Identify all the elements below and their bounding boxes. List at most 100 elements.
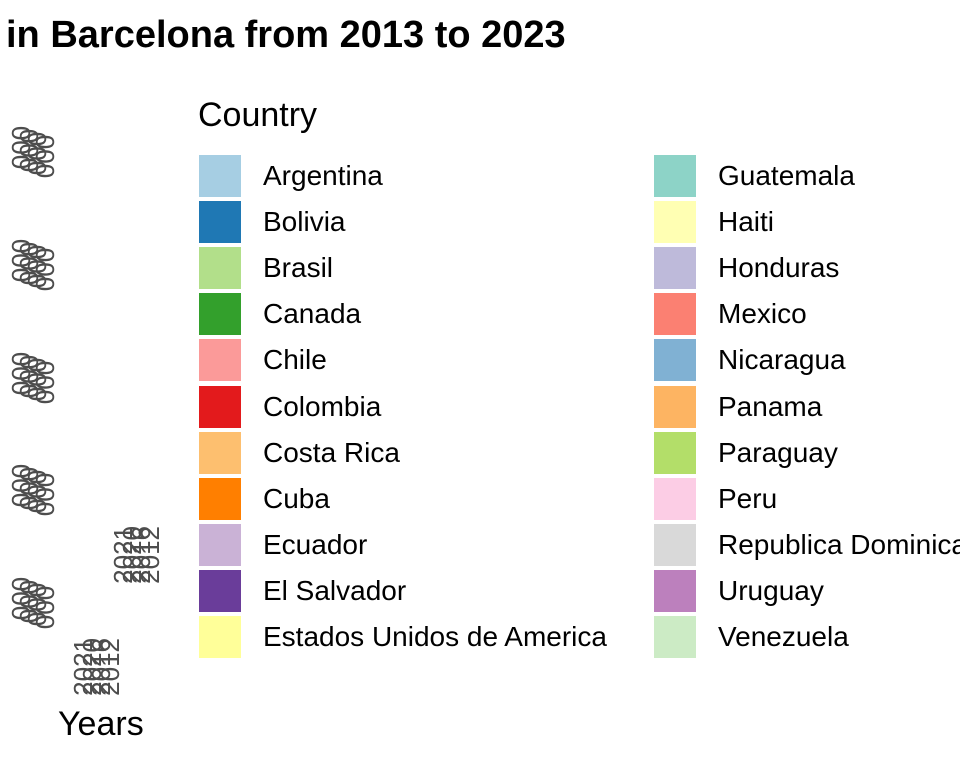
legend-item: Brasil <box>199 245 607 291</box>
legend-title: Country <box>198 96 318 134</box>
legend-item: Republica Dominicana <box>654 522 960 568</box>
legend-swatch <box>199 201 241 244</box>
legend-swatch <box>199 339 241 382</box>
x-tick-label-lower: 2020 <box>77 638 107 696</box>
y-tick-label: 000 <box>14 242 44 285</box>
y-tick-label: 000 <box>30 586 60 629</box>
legend-item: Venezuela <box>654 614 960 660</box>
legend-item: Ecuador <box>199 522 607 568</box>
legend-item: Chile <box>199 337 607 383</box>
x-tick-label-lower: 2012 <box>95 638 125 696</box>
legend-label: Republica Dominicana <box>718 528 960 560</box>
legend-swatch <box>654 615 696 658</box>
legend-swatch <box>199 155 241 198</box>
x-tick-label-upper: 2021 <box>108 526 138 584</box>
legend-label: Ecuador <box>263 528 368 560</box>
legend-item: Peru <box>654 476 960 522</box>
legend-label: Canada <box>263 298 362 330</box>
y-tick-label: 000 <box>14 580 44 623</box>
legend-label: Peru <box>718 482 778 514</box>
legend-label: Cuba <box>263 482 330 514</box>
y-tick-label: 000 <box>22 583 52 626</box>
legend-label: Panama <box>718 390 823 422</box>
x-tick-label-lower: 2021 <box>68 638 98 696</box>
x-tick-label-lower: 2016 <box>86 638 116 696</box>
legend-label: Costa Rica <box>263 436 400 468</box>
legend-label: Bolivia <box>263 206 346 238</box>
y-tick-label: 000 <box>6 577 36 620</box>
legend-item: Panama <box>654 383 960 429</box>
y-tick-label: 000 <box>22 358 52 401</box>
y-tick-label: 000 <box>22 132 52 175</box>
legend-label: Uruguay <box>718 574 824 606</box>
legend-item: El Salvador <box>199 568 607 614</box>
legend-swatch <box>654 293 696 336</box>
y-tick-label: 000 <box>22 245 52 288</box>
legend-item: Argentina <box>199 153 607 199</box>
y-tick-label: 000 <box>14 467 44 510</box>
legend-item: Honduras <box>654 245 960 291</box>
legend-item: Bolivia <box>199 199 607 245</box>
legend-label: Honduras <box>718 252 840 284</box>
legend-swatch <box>199 431 241 474</box>
legend-item: Costa Rica <box>199 430 607 476</box>
y-tick-label: 000 <box>6 464 36 507</box>
y-tick-label: 000 <box>30 135 60 178</box>
legend-item: Estados Unidos de America <box>199 614 607 660</box>
legend-swatch <box>199 385 241 428</box>
legend-item: Canada <box>199 291 607 337</box>
legend-swatch <box>199 569 241 612</box>
legend-swatch <box>199 477 241 520</box>
legend-label: Chile <box>263 344 327 376</box>
legend-label: Mexico <box>718 298 807 330</box>
legend-item: Nicaragua <box>654 337 960 383</box>
y-tick-label: 000 <box>30 248 60 291</box>
legend-label: El Salvador <box>263 574 407 606</box>
x-tick-label-upper: 2020 <box>117 526 147 584</box>
y-tick-label: 000 <box>6 352 36 395</box>
legend-label: Haiti <box>718 206 775 238</box>
legend-label: Brasil <box>263 252 334 284</box>
legend-swatch <box>654 477 696 520</box>
y-tick-label: 000 <box>30 473 60 516</box>
y-tick-label: 000 <box>30 361 60 404</box>
legend-label: Argentina <box>263 160 383 192</box>
chart-title: in Barcelona from 2013 to 2023 <box>6 14 566 56</box>
legend-item: Colombia <box>199 383 607 429</box>
x-tick-label-upper: 2012 <box>135 526 165 584</box>
legend-swatch <box>654 155 696 198</box>
legend-swatch <box>654 523 696 566</box>
legend-swatch <box>654 385 696 428</box>
y-tick-label: 000 <box>6 126 36 169</box>
y-tick-label: 000 <box>22 470 52 513</box>
legend-swatch <box>199 615 241 658</box>
legend-swatch <box>654 201 696 244</box>
legend-column-left: Argentina Bolivia Brasil Canada Chile Colombi… <box>199 153 607 660</box>
legend-swatch <box>654 339 696 382</box>
legend-item: Paraguay <box>654 430 960 476</box>
y-tick-label: 000 <box>14 129 44 172</box>
legend-label: Estados Unidos de America <box>263 620 607 652</box>
legend-item: Uruguay <box>654 568 960 614</box>
legend-label: Paraguay <box>718 436 838 468</box>
legend-column-right: Guatemala Haiti Honduras Mexico Nicaragua Pan… <box>654 153 960 660</box>
y-tick-label: 000 <box>14 355 44 398</box>
x-axis-label: Years <box>58 705 144 743</box>
legend-item: Cuba <box>199 476 607 522</box>
x-tick-label-upper: 2016 <box>126 526 156 584</box>
legend-item: Haiti <box>654 199 960 245</box>
legend-swatch <box>199 247 241 290</box>
legend-swatch <box>654 247 696 290</box>
legend-label: Venezuela <box>718 620 849 652</box>
legend-swatch <box>199 523 241 566</box>
legend-swatch <box>199 293 241 336</box>
legend-label: Guatemala <box>718 160 855 192</box>
legend-swatch <box>654 569 696 612</box>
legend-item: Guatemala <box>654 153 960 199</box>
legend-swatch <box>654 431 696 474</box>
legend-label: Colombia <box>263 390 382 422</box>
legend-item: Mexico <box>654 291 960 337</box>
legend-label: Nicaragua <box>718 344 846 376</box>
